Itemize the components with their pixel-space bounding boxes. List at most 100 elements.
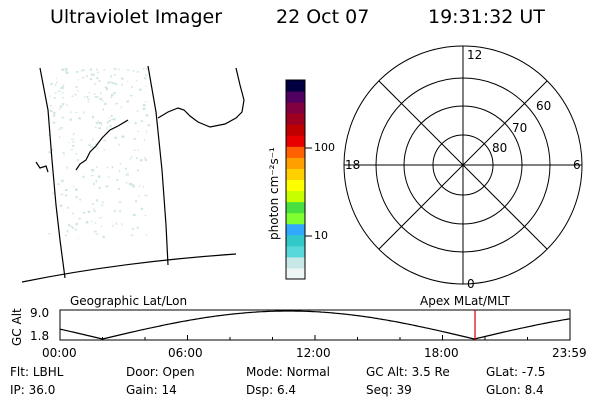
emission-speckle bbox=[92, 73, 95, 76]
emission-speckle bbox=[50, 83, 53, 85]
alt-xtick-2359: 23:59 bbox=[552, 346, 587, 360]
emission-speckle bbox=[91, 169, 95, 172]
alt-ytick-max: 9.0 bbox=[30, 306, 50, 320]
emission-speckle bbox=[121, 135, 125, 138]
emission-speckle bbox=[52, 192, 56, 194]
emission-speckle bbox=[118, 188, 120, 190]
emission-speckle bbox=[119, 163, 122, 165]
colorbar-segment bbox=[286, 190, 305, 203]
emission-speckle bbox=[98, 127, 101, 130]
colorbar-segment bbox=[286, 80, 305, 92]
emission-speckle bbox=[113, 74, 116, 76]
emission-speckle bbox=[113, 83, 117, 85]
emission-speckle bbox=[54, 112, 56, 114]
emission-speckle bbox=[53, 114, 56, 117]
emission-speckle bbox=[72, 134, 74, 136]
emission-speckle bbox=[83, 212, 86, 214]
emission-speckle bbox=[134, 122, 137, 125]
emission-speckle bbox=[90, 175, 94, 177]
info-mode: Mode: Normal bbox=[246, 365, 330, 379]
emission-speckle bbox=[89, 144, 92, 146]
info-door-label: Door: bbox=[126, 365, 159, 379]
colorbar-segment bbox=[286, 179, 305, 192]
emission-speckle bbox=[64, 70, 67, 72]
emission-speckle bbox=[62, 103, 65, 106]
emission-speckle bbox=[124, 167, 127, 170]
emission-speckle bbox=[59, 204, 63, 207]
emission-speckle bbox=[93, 210, 96, 212]
instrument-title: Ultraviolet Imager bbox=[50, 6, 223, 28]
info-flt: Flt: LBHL bbox=[10, 365, 63, 379]
emission-speckle bbox=[65, 194, 68, 197]
emission-speckle bbox=[109, 117, 111, 119]
emission-speckle bbox=[143, 68, 145, 70]
emission-speckle bbox=[146, 130, 148, 133]
emission-speckle bbox=[71, 95, 74, 97]
emission-speckle bbox=[74, 94, 77, 96]
emission-speckle bbox=[69, 118, 72, 121]
info-gain: Gain: 14 bbox=[126, 383, 177, 397]
emission-speckle bbox=[90, 220, 93, 222]
emission-speckle bbox=[52, 121, 56, 124]
emission-speckle bbox=[60, 127, 63, 129]
colorbar-segment bbox=[286, 223, 305, 236]
altitude-plot: GC Alt bbox=[10, 308, 571, 346]
emission-speckle bbox=[58, 128, 61, 130]
emission-speckle bbox=[72, 145, 75, 147]
emission-speckle bbox=[107, 81, 110, 84]
emission-speckle bbox=[96, 121, 99, 124]
emission-speckle bbox=[106, 121, 109, 124]
emission-speckle bbox=[136, 157, 138, 160]
map-coastline-right bbox=[157, 67, 245, 128]
emission-speckle bbox=[144, 194, 148, 197]
info-glon-label: GLon: bbox=[486, 383, 521, 397]
emission-speckle bbox=[101, 201, 105, 203]
emission-speckle bbox=[66, 166, 68, 169]
emission-speckle bbox=[60, 105, 62, 108]
emission-speckle bbox=[95, 199, 98, 202]
map-small-coast-mark bbox=[35, 161, 49, 173]
info-flt-value: LBHL bbox=[32, 365, 64, 379]
emission-speckle bbox=[50, 148, 54, 151]
info-mode-value: Normal bbox=[286, 365, 330, 379]
emission-speckle bbox=[96, 96, 99, 98]
polar-labels: 12 18 6 0 60 70 80 bbox=[345, 48, 581, 291]
emission-speckle bbox=[144, 214, 147, 217]
emission-speckle bbox=[50, 109, 52, 112]
emission-speckle bbox=[133, 69, 135, 73]
emission-speckle bbox=[92, 115, 95, 119]
emission-speckle bbox=[113, 92, 116, 94]
emission-speckle bbox=[133, 138, 137, 140]
colorbar-units-label: photon cm⁻²s⁻¹ bbox=[267, 147, 281, 240]
emission-speckle bbox=[110, 75, 113, 77]
emission-speckle bbox=[70, 111, 72, 113]
emission-speckle bbox=[140, 207, 144, 210]
info-gcalt: GC Alt: 3.5 Re bbox=[366, 365, 450, 379]
emission-speckle bbox=[93, 182, 95, 186]
emission-speckle bbox=[95, 143, 98, 145]
emission-speckle bbox=[110, 96, 113, 98]
emission-speckle bbox=[92, 138, 94, 141]
emission-speckle bbox=[118, 68, 120, 71]
emission-speckle bbox=[49, 105, 53, 107]
emission-speckle bbox=[131, 184, 134, 187]
date-label: 22 Oct 07 bbox=[276, 6, 370, 28]
info-ip: IP: 36.0 bbox=[10, 383, 55, 397]
emission-speckle bbox=[64, 68, 68, 71]
emission-speckle bbox=[106, 167, 109, 169]
emission-speckle bbox=[98, 186, 101, 189]
emission-speckle bbox=[105, 185, 109, 188]
emission-speckle bbox=[115, 222, 118, 225]
emission-speckle bbox=[127, 80, 129, 82]
colorbar-tick-100: 100 bbox=[314, 141, 335, 154]
mlt-label-12: 12 bbox=[467, 48, 482, 62]
emission-speckle bbox=[136, 110, 139, 112]
emission-speckle bbox=[80, 138, 82, 141]
emission-speckle bbox=[126, 173, 128, 176]
emission-speckle bbox=[132, 185, 135, 188]
info-glat-value: -7.5 bbox=[521, 365, 546, 379]
emission-speckle bbox=[106, 126, 108, 130]
emission-speckle bbox=[48, 134, 50, 136]
info-glat-label: GLat: bbox=[486, 365, 519, 379]
